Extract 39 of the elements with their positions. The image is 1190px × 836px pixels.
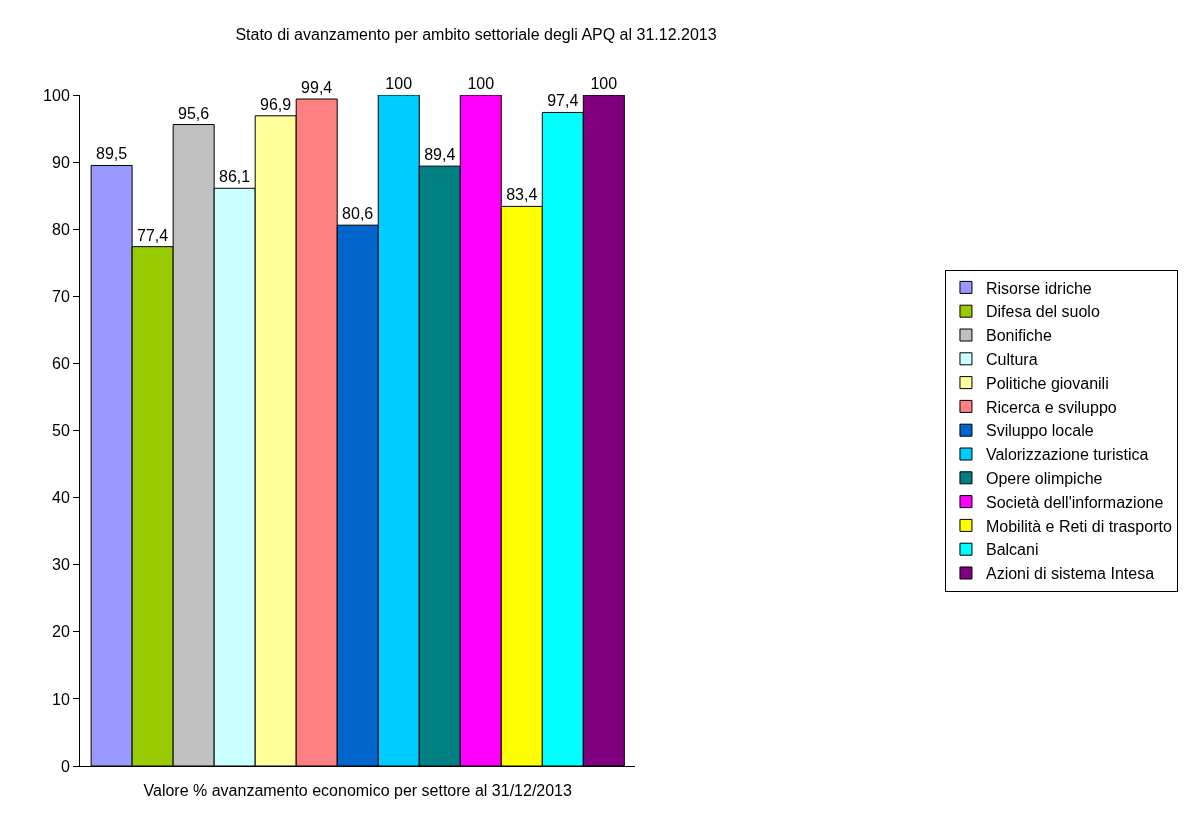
data-label: 95,6 bbox=[178, 104, 210, 122]
chart-title: Stato di avanzamento per ambito settoriale degli APQ al 31.12.2013 bbox=[235, 26, 717, 44]
legend-label: Balcani bbox=[985, 541, 1039, 559]
legend-label: Politiche giovanili bbox=[985, 374, 1109, 392]
y-tick-label: 70 bbox=[52, 287, 70, 305]
y-tick-label: 30 bbox=[52, 556, 70, 574]
data-label: 96,9 bbox=[260, 95, 292, 113]
legend-label: Società dell'informazione bbox=[985, 493, 1164, 511]
legend-label: Bonifiche bbox=[985, 327, 1052, 345]
data-label: 83,4 bbox=[506, 186, 538, 204]
data-label: 100 bbox=[590, 75, 618, 92]
legend-label: Opere olimpiche bbox=[985, 470, 1103, 488]
data-label: 80,6 bbox=[342, 205, 374, 223]
y-tick-label: 90 bbox=[52, 153, 70, 171]
data-label: 97,4 bbox=[547, 92, 579, 110]
y-tick-label: 60 bbox=[52, 355, 70, 372]
y-tick-label: 100 bbox=[43, 86, 70, 104]
y-tick-label: 0 bbox=[60, 757, 70, 775]
y-tick-label: 40 bbox=[52, 489, 70, 507]
data-label: 99,4 bbox=[301, 79, 333, 97]
legend-label: Sviluppo locale bbox=[985, 422, 1094, 440]
legend-label: Valorizzazione turistica bbox=[985, 446, 1149, 464]
legend-label: Mobilità e Reti di trasporto bbox=[985, 517, 1172, 535]
y-tick-label: 50 bbox=[52, 422, 70, 440]
data-label: 100 bbox=[385, 75, 413, 92]
legend-label: Difesa del suolo bbox=[985, 303, 1100, 321]
data-label: 77,4 bbox=[137, 226, 169, 244]
legend-label: Ricerca e sviluppo bbox=[985, 398, 1117, 416]
x-axis-title: Valore % avanzamento economico per settore al 31/12/2013 bbox=[143, 781, 573, 799]
legend-label: Azioni di sistema Intesa bbox=[985, 565, 1155, 583]
y-tick-label: 20 bbox=[52, 623, 70, 641]
y-tick-label: 10 bbox=[52, 690, 70, 708]
legend-label: Cultura bbox=[985, 351, 1038, 369]
data-label: 89,4 bbox=[424, 146, 456, 164]
data-label: 86,1 bbox=[219, 168, 251, 186]
y-tick-label: 80 bbox=[52, 220, 70, 238]
data-label: 100 bbox=[467, 75, 495, 92]
legend-label: Risorse idriche bbox=[985, 279, 1092, 297]
data-label: 89,5 bbox=[96, 145, 128, 163]
